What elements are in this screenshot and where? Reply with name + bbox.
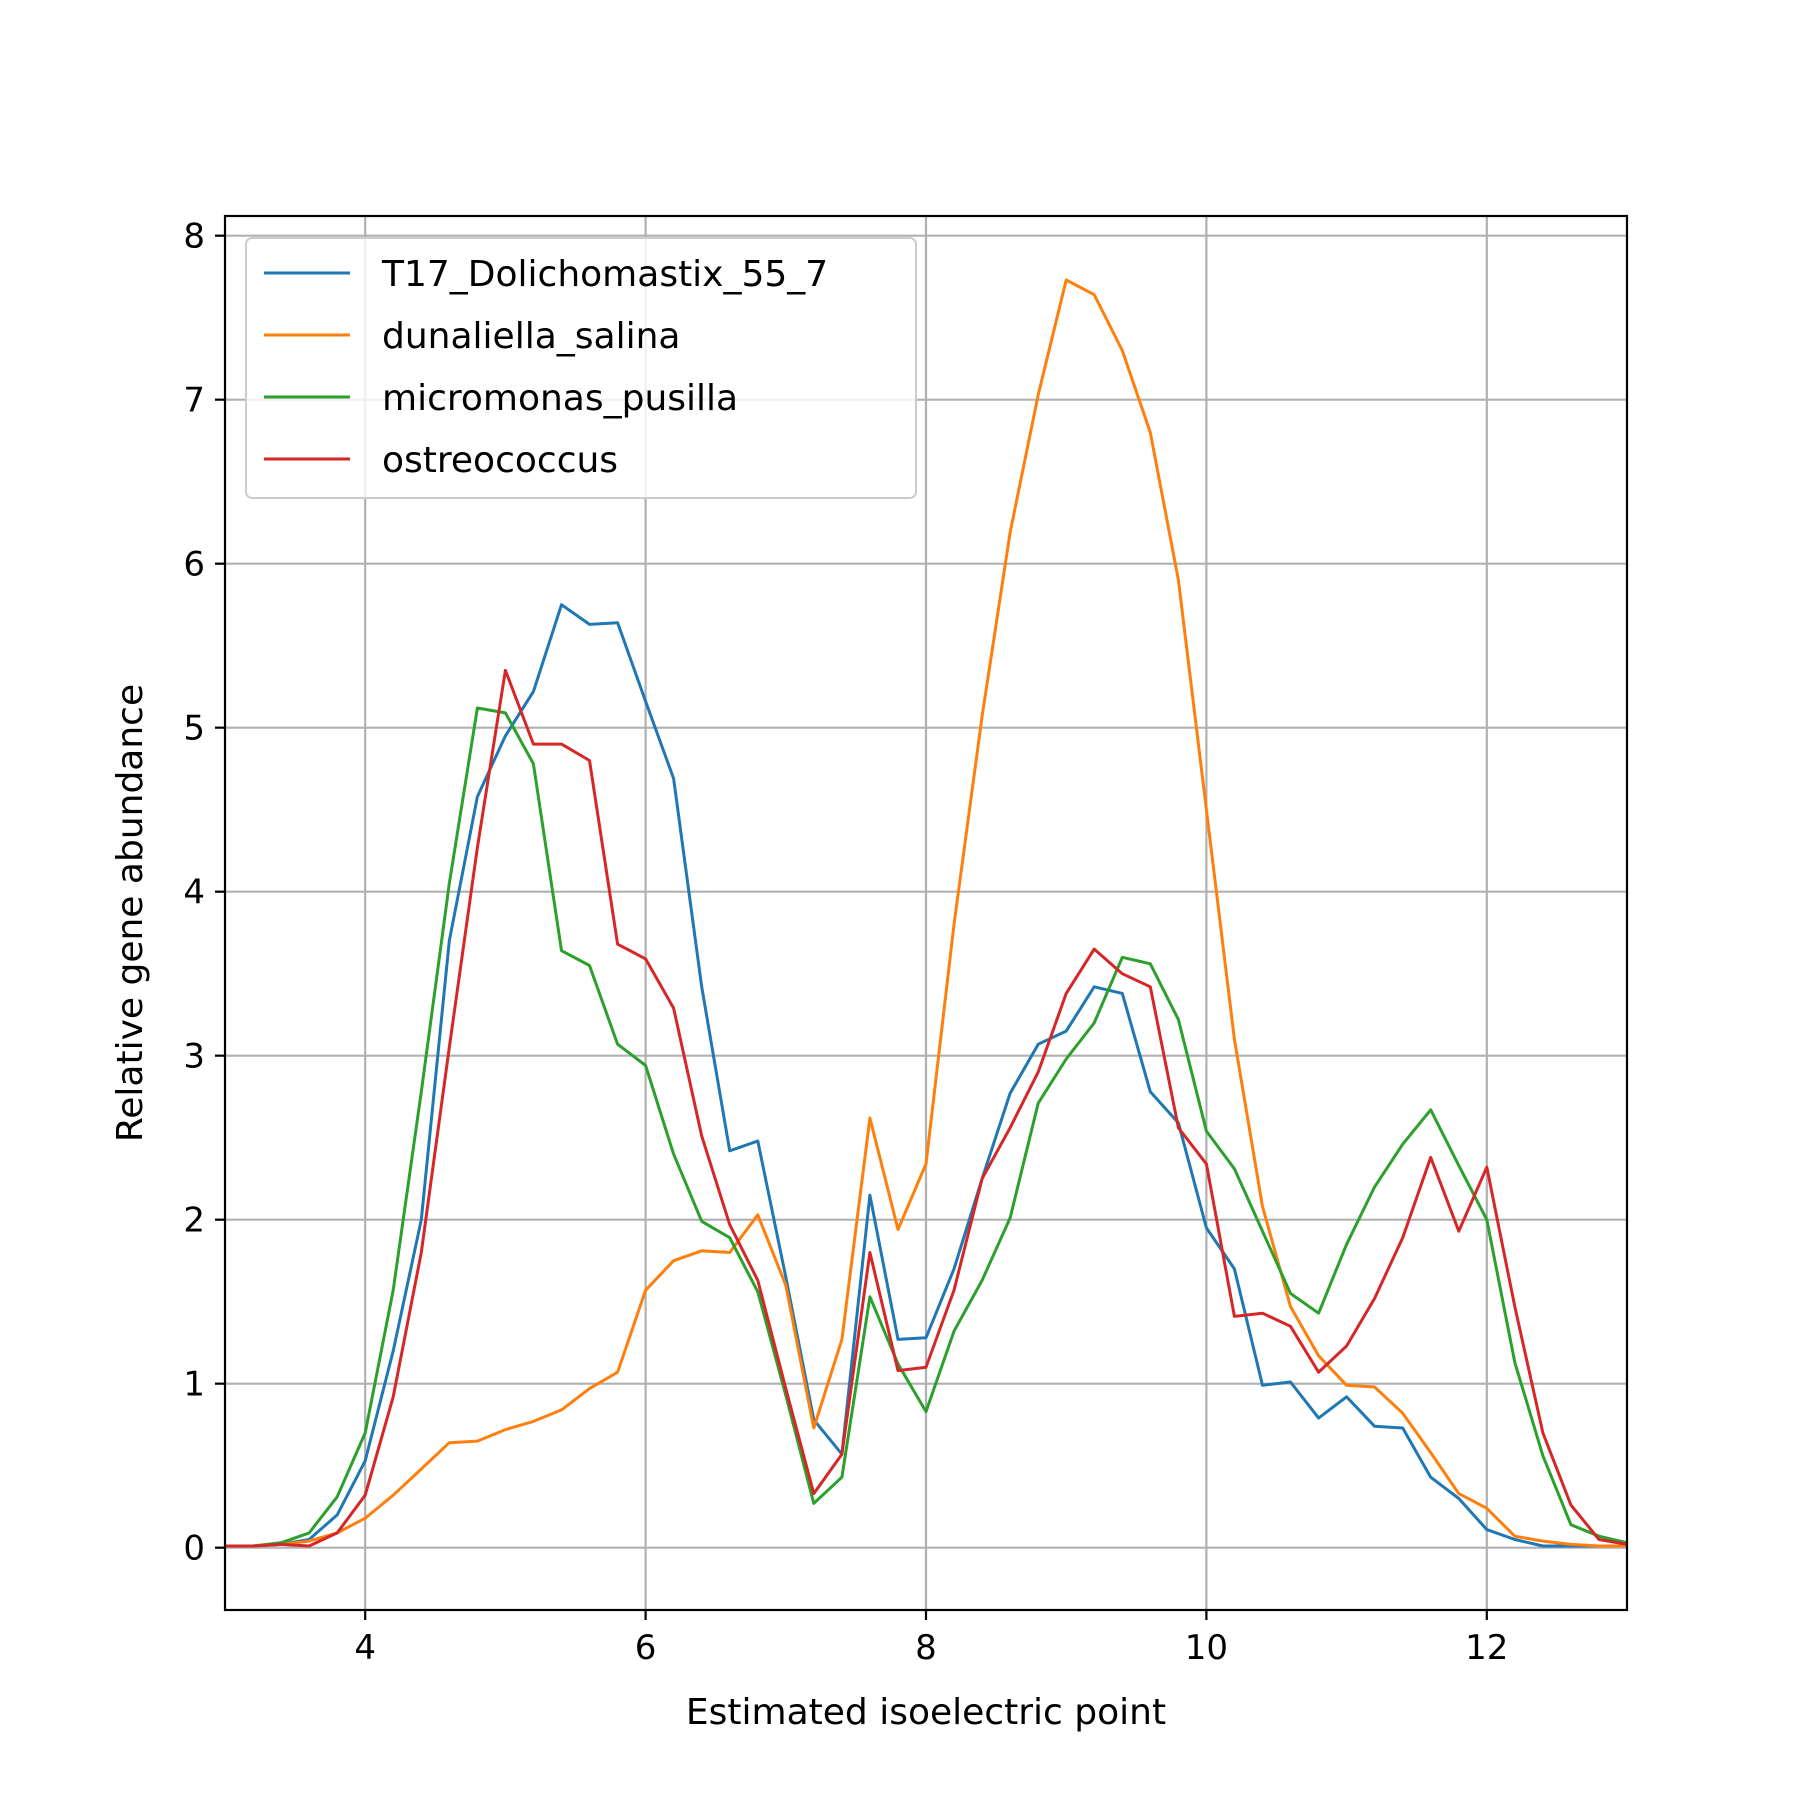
y-tick-label: 3: [183, 1037, 205, 1077]
legend-label: micromonas_pusilla: [382, 378, 738, 419]
y-tick-label: 5: [183, 709, 205, 749]
y-tick-label: 4: [183, 873, 205, 913]
legend-label: dunaliella_salina: [382, 316, 680, 357]
x-axis-title: Estimated isoelectric point: [686, 1692, 1166, 1733]
y-tick-label: 7: [183, 381, 205, 421]
series-line-ostreococcus: [225, 668, 1627, 1548]
series-line-dunaliella-salina: [225, 278, 1627, 1548]
x-tick-label: 10: [1185, 1628, 1228, 1668]
series-lines: [225, 278, 1627, 1548]
x-tick-label: 6: [635, 1628, 657, 1668]
x-tick-label: 4: [354, 1628, 376, 1668]
y-tick-label: 8: [183, 217, 205, 257]
x-tick-label: 8: [915, 1628, 937, 1668]
y-tick-label: 0: [183, 1529, 205, 1569]
legend-box: [245, 237, 917, 499]
y-tick-label: 2: [183, 1201, 205, 1241]
y-tick-label: 6: [183, 545, 205, 585]
legend-label: T17_Dolichomastix_55_7: [381, 254, 828, 295]
series-line-micromonas-pusilla: [225, 706, 1627, 1548]
y-axis-title: Relative gene abundance: [110, 684, 151, 1142]
legend: T17_Dolichomastix_55_7 dunaliella_salinam…: [245, 237, 917, 499]
legend-label: ostreococcus: [382, 440, 618, 481]
x-tick-label: 12: [1465, 1628, 1508, 1668]
y-tick-label: 1: [183, 1365, 205, 1405]
series-line-t17-dolichomastix-55-7: [225, 603, 1627, 1548]
grid: [225, 216, 1627, 1610]
